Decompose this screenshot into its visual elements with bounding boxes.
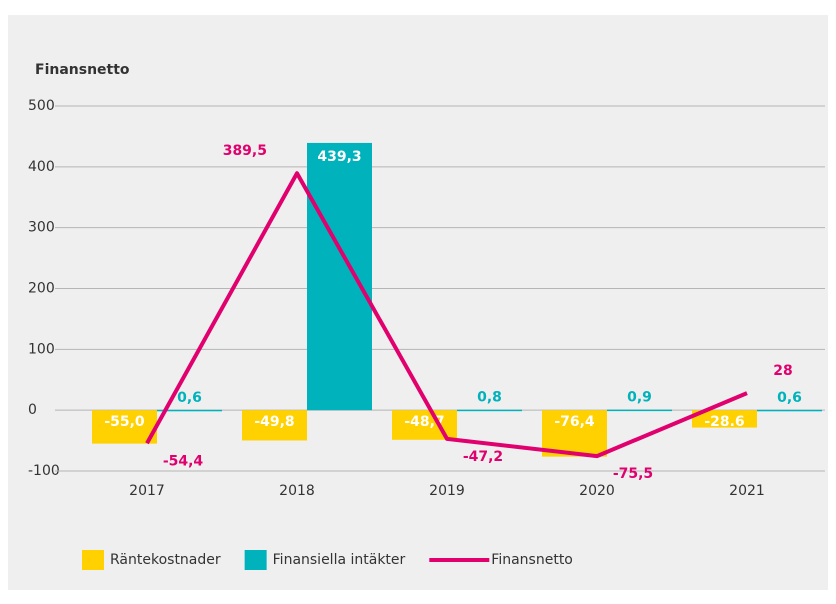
value-label: 0,6 (777, 390, 802, 406)
value-label: 0,8 (477, 390, 502, 406)
y-tick-label: 500 (28, 98, 55, 114)
value-label: 0,9 (627, 390, 652, 406)
y-tick-label: 300 (28, 220, 55, 236)
x-tick-label: 2019 (429, 483, 465, 499)
legend-label: Finansiella intäkter (273, 552, 406, 568)
y-tick-label: 100 (28, 341, 55, 357)
line (145, 171, 748, 459)
panel (8, 15, 828, 590)
y-tick-label: 0 (28, 402, 37, 418)
bar (307, 142, 372, 411)
value-label: 389,5 (223, 143, 267, 159)
legend-label: Finansnetto (491, 552, 573, 568)
bar (242, 410, 307, 441)
bar (692, 410, 757, 428)
bar (92, 410, 157, 444)
legend-swatch (82, 550, 104, 570)
value-label: -54,4 (163, 453, 204, 469)
value-label: -47,2 (463, 449, 503, 465)
value-label: 28 (773, 363, 792, 379)
x-tick-label: 2021 (729, 483, 765, 499)
value-label: -28.6 (704, 414, 744, 430)
bar (757, 409, 822, 412)
value-label: -76,4 (554, 414, 595, 430)
y-tick-label: 200 (28, 281, 55, 297)
y-tick-label: -100 (28, 463, 60, 479)
value-label: -55,0 (104, 414, 145, 430)
x-tick-label: 2018 (279, 483, 315, 499)
value-label: 439,3 (317, 149, 361, 165)
chart-title: Finansnetto (35, 62, 130, 78)
legend-swatch (244, 550, 267, 570)
bar (607, 409, 672, 412)
bar (542, 410, 607, 457)
value-label: -75,5 (613, 466, 653, 482)
value-label: -49,8 (254, 414, 294, 430)
y-tick-label: 400 (28, 159, 55, 175)
value-label: 0,6 (177, 390, 202, 406)
legend-label: Räntekostnader (110, 552, 221, 568)
bar (157, 409, 222, 412)
bar (457, 409, 522, 412)
x-tick-label: 2020 (579, 483, 615, 499)
x-tick-label: 2017 (129, 483, 165, 499)
